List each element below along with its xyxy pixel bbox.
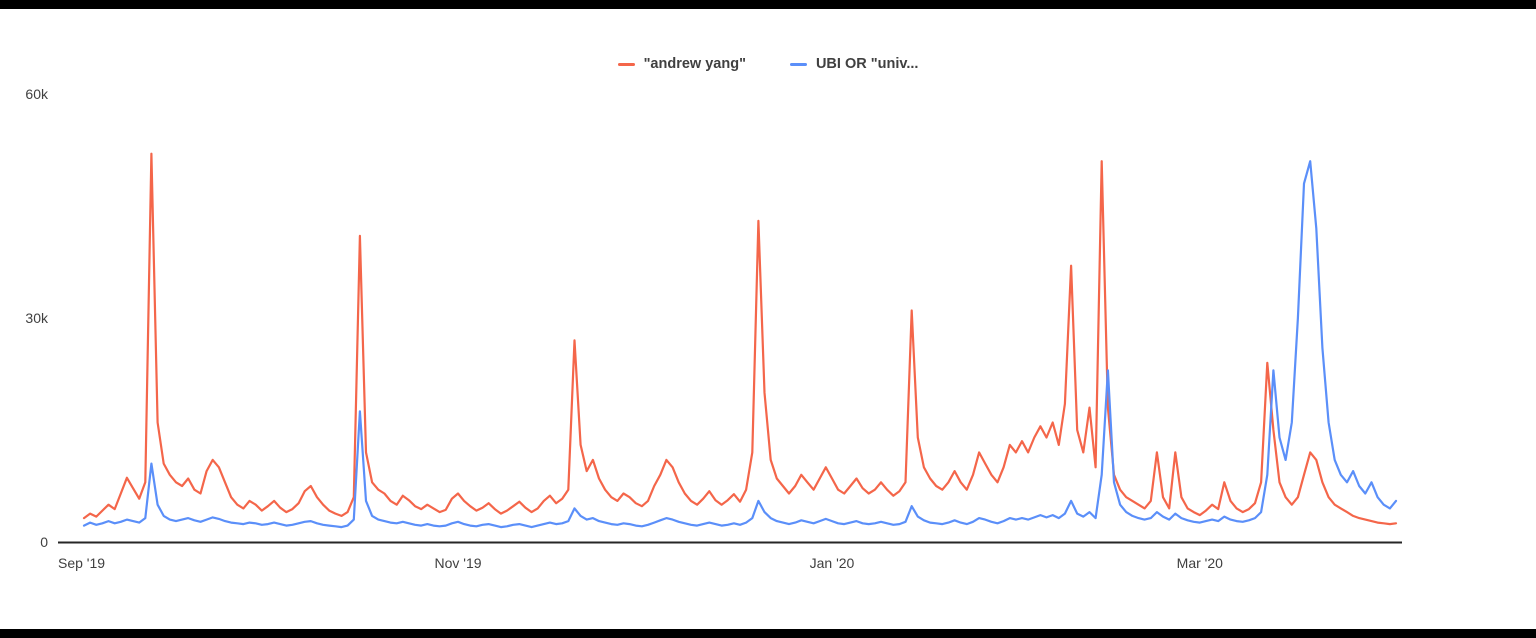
y-tick-label: 30k (25, 310, 49, 326)
y-axis-labels: 0 30k 60k (25, 86, 49, 550)
legend-item-ubi[interactable]: UBI OR "univ... (789, 56, 919, 72)
legend-label-andrew-yang: "andrew yang" (643, 56, 746, 72)
y-tick-label: 0 (40, 534, 48, 550)
x-tick-label: Jan '20 (810, 555, 855, 571)
top-black-bar (0, 0, 1536, 9)
bottom-black-bar (0, 629, 1536, 638)
series-line-andrew-yang (82, 152, 1398, 526)
y-tick-label: 60k (25, 86, 49, 102)
series-line-ubi (82, 160, 1398, 529)
chart-legend: "andrew yang" UBI OR "univ... (0, 56, 1536, 72)
legend-label-ubi: UBI OR "univ... (815, 56, 919, 72)
legend-swatch-andrew-yang (617, 62, 635, 66)
x-tick-label: Nov '19 (434, 555, 481, 571)
legend-item-andrew-yang[interactable]: "andrew yang" (617, 56, 746, 72)
x-axis-labels: Sep '19 Nov '19 Jan '20 Mar '20 (58, 555, 1223, 571)
x-tick-label: Mar '20 (1177, 555, 1223, 571)
legend-swatch-ubi (789, 62, 807, 66)
x-tick-label: Sep '19 (58, 555, 105, 571)
